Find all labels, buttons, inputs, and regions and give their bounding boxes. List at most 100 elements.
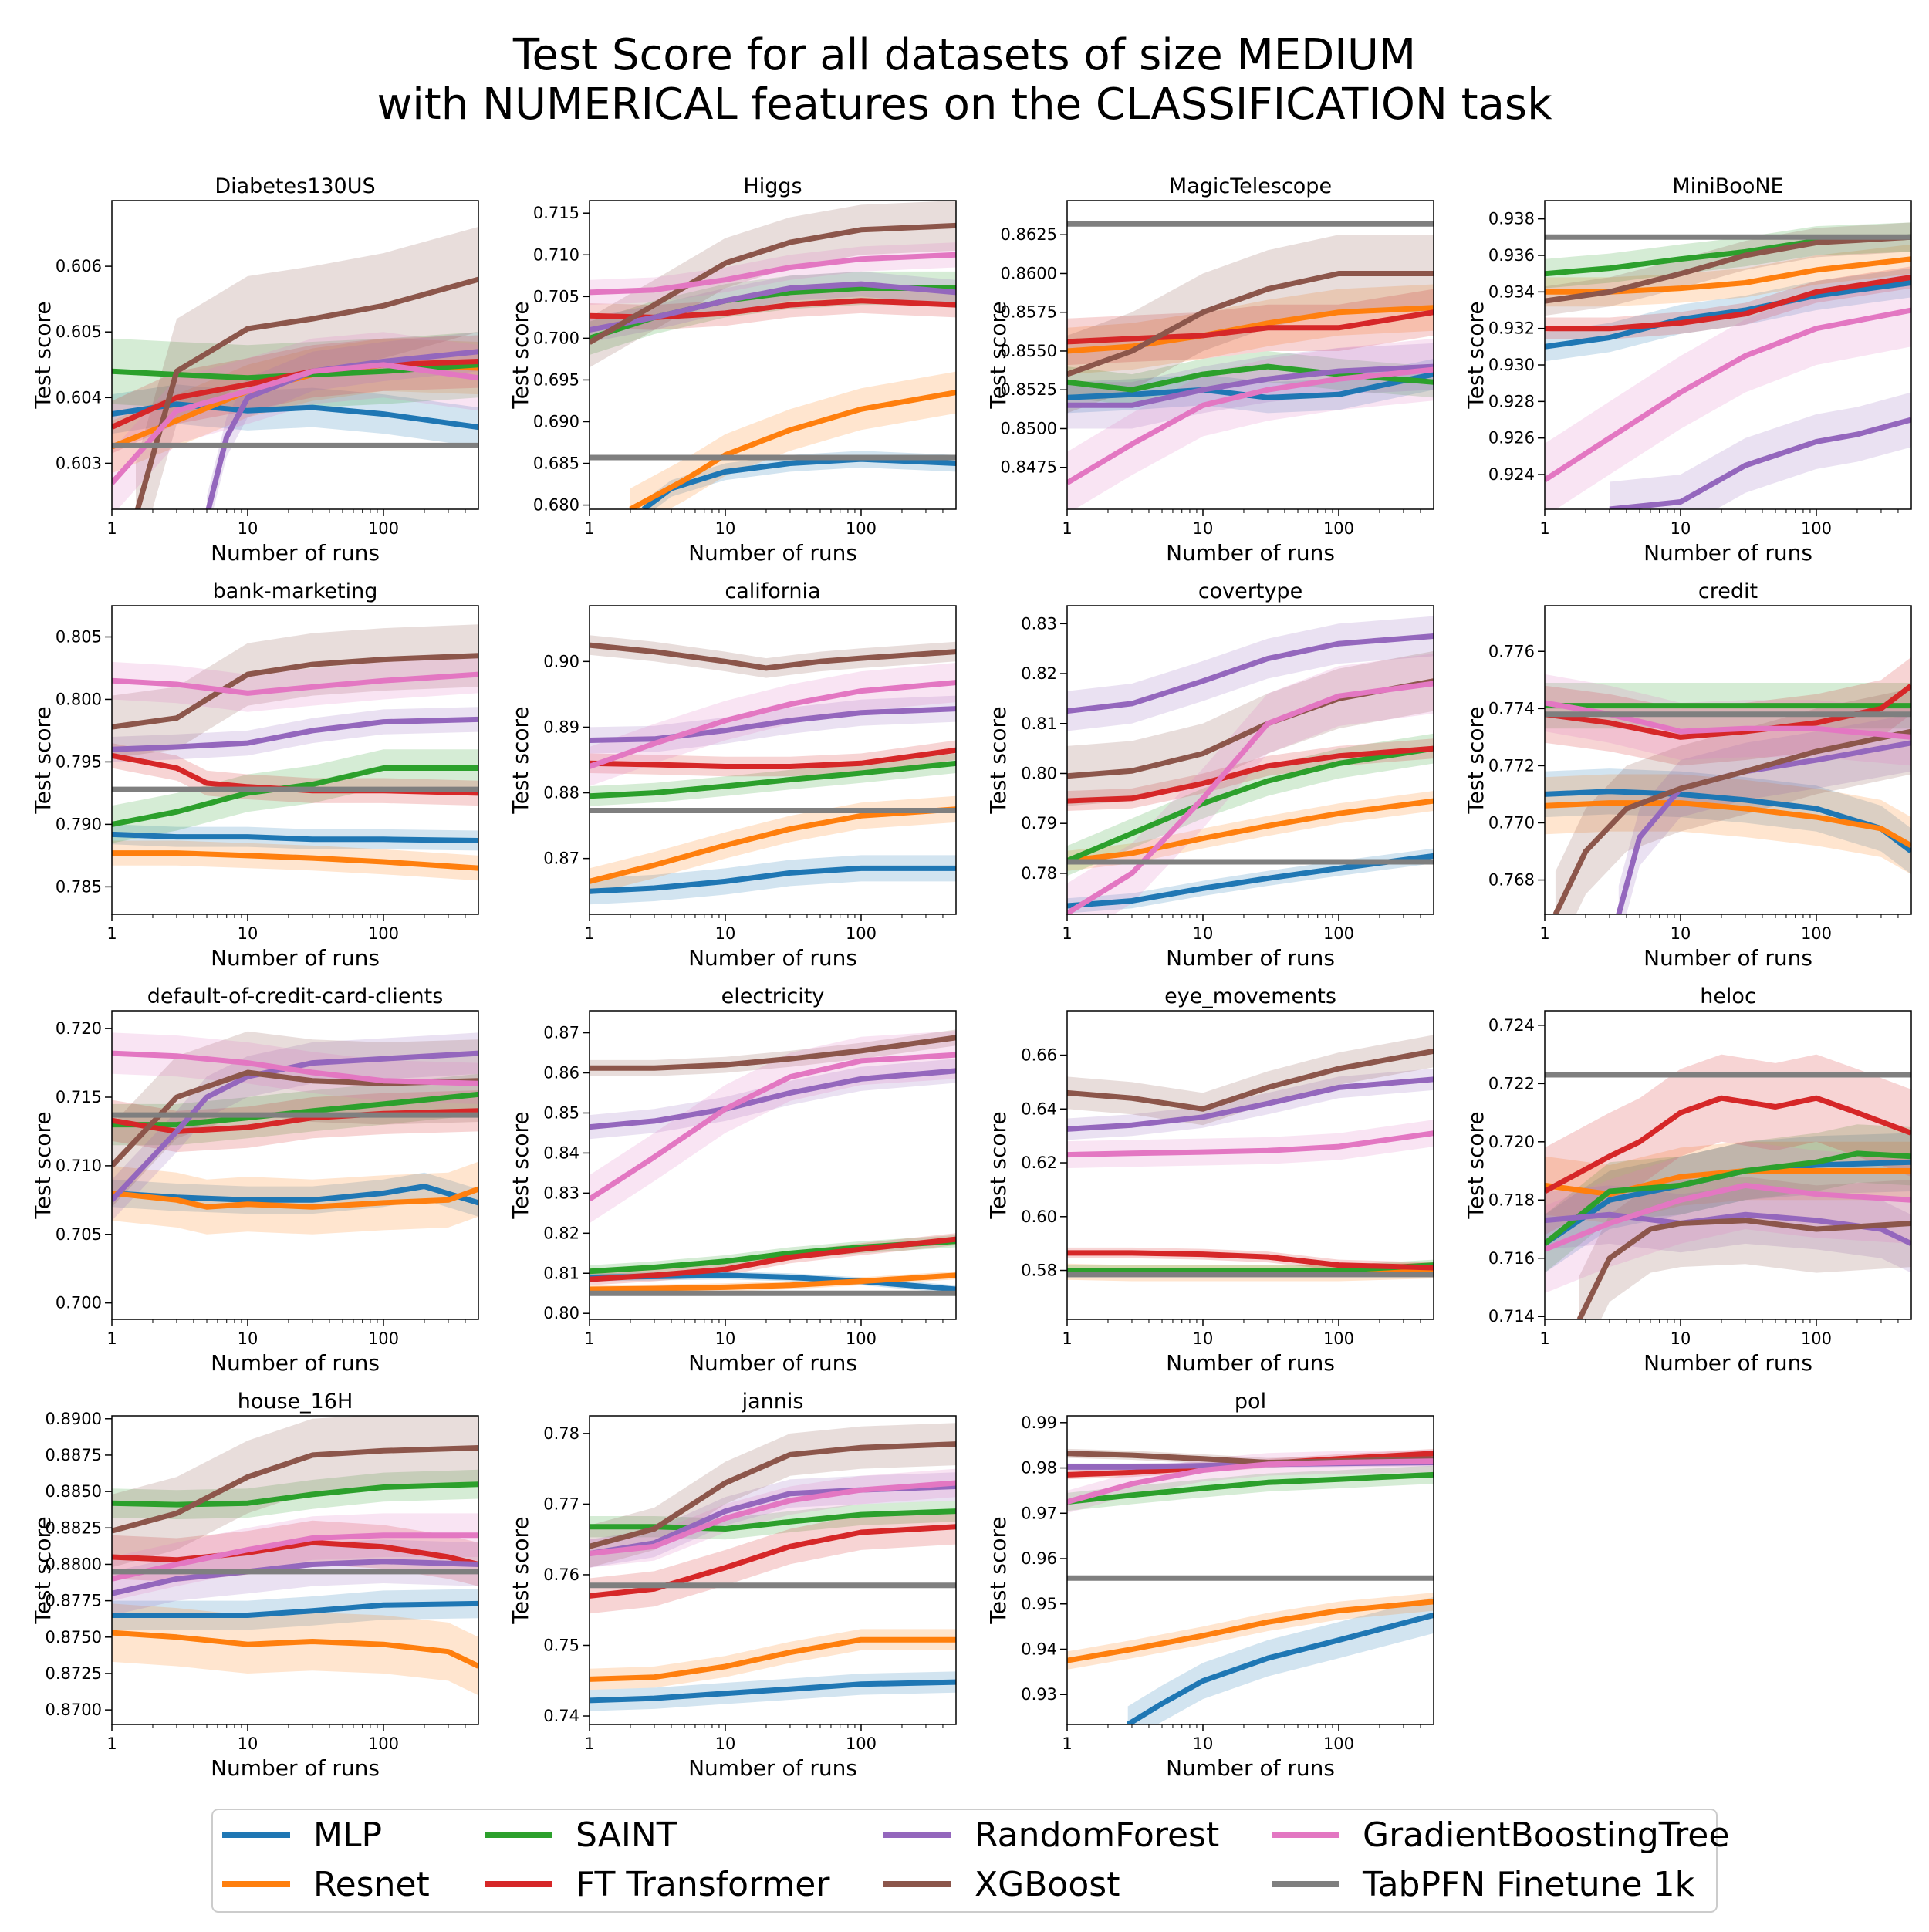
legend-label: TabPFN Finetune 1k <box>1362 1865 1695 1904</box>
subplot-title: house_16H <box>238 1390 353 1414</box>
x-axis-label: Number of runs <box>1166 540 1335 566</box>
line-gradientboostingtree <box>1545 307 1911 483</box>
legend-item-gradientboostingtree: GradientBoostingTree <box>1272 1815 1729 1855</box>
x-tick-label: 100 <box>846 924 877 943</box>
line-randomforest <box>112 716 478 752</box>
figure-title-line-2: with NUMERICAL features on the CLASSIFIC… <box>377 79 1552 130</box>
line-mlp <box>1545 280 1911 350</box>
plot-body <box>1545 657 1911 914</box>
plot-frame <box>111 1415 479 1725</box>
x-tick-label: 10 <box>238 924 258 943</box>
band-mlp <box>644 451 956 509</box>
band-resnet <box>112 1603 478 1696</box>
line-xgboost <box>1545 234 1911 304</box>
y-tick-label: 0.800 <box>56 690 102 708</box>
subplot-title: Diabetes130US <box>215 174 375 198</box>
subplot-magictelescope: 1 10 100 0.8475 0.8500 0.8525 0.8550 0.8575 0.86… <box>985 174 1434 566</box>
subplot-title: eye_movements <box>1164 985 1336 1008</box>
line-mlp <box>1067 371 1434 400</box>
subplot-default-of-credit-card-clients: 1 10 100 0.700 0.705 0.710 0.715 0.720 default-o… <box>30 985 479 1376</box>
y-tick-label: 0.680 <box>533 496 579 515</box>
band-ft-transformer <box>1545 266 1911 339</box>
plot-frame <box>589 1010 957 1320</box>
subplot-title: covertype <box>1198 579 1302 603</box>
line-resnet <box>1067 1599 1434 1663</box>
y-tick-label: 0.8800 <box>46 1555 102 1573</box>
band-randomforest <box>590 1472 956 1568</box>
plot-body <box>1067 616 1434 914</box>
y-tick-label: 0.88 <box>543 784 579 802</box>
band-xgboost <box>590 201 956 368</box>
band-gradientboostingtree <box>590 1468 956 1568</box>
line-mlp <box>590 1679 956 1704</box>
x-axis-label: Number of runs <box>211 540 380 566</box>
line-mlp <box>1067 853 1434 909</box>
y-tick-label: 0.8575 <box>1001 303 1057 322</box>
subplot-covertype: 1 10 100 0.78 0.79 0.80 0.81 0.82 0.83 covertype N… <box>985 579 1434 971</box>
subplot-title: electricity <box>721 985 825 1008</box>
x-tick-label: 1 <box>1539 519 1549 538</box>
band-saint <box>590 271 956 355</box>
x-axis-label: Number of runs <box>211 945 380 971</box>
subplot-higgs: 1 10 100 0.680 0.685 0.690 0.695 0.700 0.705 0.71… <box>508 174 957 566</box>
x-tick-label: 1 <box>1062 1734 1072 1753</box>
y-tick-label: 0.700 <box>533 329 579 347</box>
line-resnet <box>112 850 478 871</box>
legend-item-randomforest: RandomForest <box>883 1815 1219 1855</box>
y-tick-label: 0.96 <box>1021 1549 1057 1568</box>
x-tick-label: 1 <box>106 1329 117 1348</box>
plot-body <box>1545 222 1911 509</box>
y-tick-label: 0.932 <box>1488 319 1535 338</box>
y-tick-label: 0.80 <box>1021 764 1057 782</box>
plot-frame <box>1066 1415 1434 1725</box>
y-tick-label: 0.85 <box>543 1103 579 1122</box>
legend-item-resnet: Resnet <box>222 1865 430 1904</box>
subplot-title: default-of-credit-card-clients <box>147 985 444 1008</box>
x-tick-label: 100 <box>1323 1329 1354 1348</box>
plot-body <box>1067 221 1434 509</box>
subplot-title: Higgs <box>743 174 802 198</box>
line-randomforest <box>112 1559 478 1596</box>
band-gradientboostingtree <box>1545 674 1911 766</box>
line-resnet <box>590 1272 956 1292</box>
y-tick-label: 0.90 <box>543 652 579 670</box>
y-tick-label: 0.76 <box>543 1566 579 1584</box>
y-tick-label: 0.8750 <box>46 1628 102 1647</box>
line-xgboost <box>590 222 956 345</box>
subplot-eye-movements: 1 10 100 0.58 0.60 0.62 0.64 0.66 eye_movements N… <box>985 985 1434 1376</box>
y-tick-label: 0.705 <box>533 287 579 306</box>
y-tick-label: 0.80 <box>543 1304 579 1322</box>
y-tick-label: 0.86 <box>543 1064 579 1083</box>
plot-area <box>112 201 478 509</box>
y-tick-label: 0.64 <box>1021 1099 1057 1118</box>
x-tick-label: 10 <box>1193 924 1214 943</box>
y-tick-label: 0.81 <box>1021 714 1057 733</box>
y-tick-label: 0.718 <box>1488 1191 1535 1209</box>
line-randomforest <box>112 1050 478 1202</box>
line-gradientboostingtree <box>1545 1182 1911 1252</box>
subplot-title: credit <box>1698 579 1758 603</box>
x-tick-label: 1 <box>1062 519 1072 538</box>
x-tick-label: 100 <box>846 1329 877 1348</box>
y-tick-label: 0.724 <box>1488 1016 1535 1035</box>
subplot-title: MiniBooNE <box>1672 174 1783 198</box>
line-resnet <box>1545 1168 1911 1197</box>
x-axis-label: Number of runs <box>1166 1755 1335 1781</box>
figure-title-line-1: Test Score for all datasets of size MEDI… <box>512 30 1416 80</box>
line-saint <box>590 760 956 799</box>
line-ft-transformer <box>590 1524 956 1599</box>
subplot-house-16h: 1 10 100 0.8700 0.8725 0.8750 0.8775 0.8800 0.88… <box>30 1390 479 1781</box>
x-axis-label: Number of runs <box>688 540 857 566</box>
subplot-pol: 1 10 100 0.93 0.94 0.95 0.96 0.97 0.98 0.99 pol Num… <box>985 1390 1434 1781</box>
y-tick-label: 0.930 <box>1488 356 1535 374</box>
legend-item-ft-transformer: FT Transformer <box>485 1865 830 1904</box>
y-tick-label: 0.776 <box>1488 642 1535 660</box>
line-ft-transformer <box>1067 745 1434 804</box>
y-tick-label: 0.97 <box>1021 1504 1057 1522</box>
y-tick-label: 0.78 <box>543 1424 579 1443</box>
x-axis-label: Number of runs <box>1166 945 1335 971</box>
band-randomforest <box>1618 714 1911 914</box>
plot-body <box>1067 1448 1434 1724</box>
x-tick-label: 1 <box>584 924 594 943</box>
line-resnet <box>590 1636 956 1682</box>
